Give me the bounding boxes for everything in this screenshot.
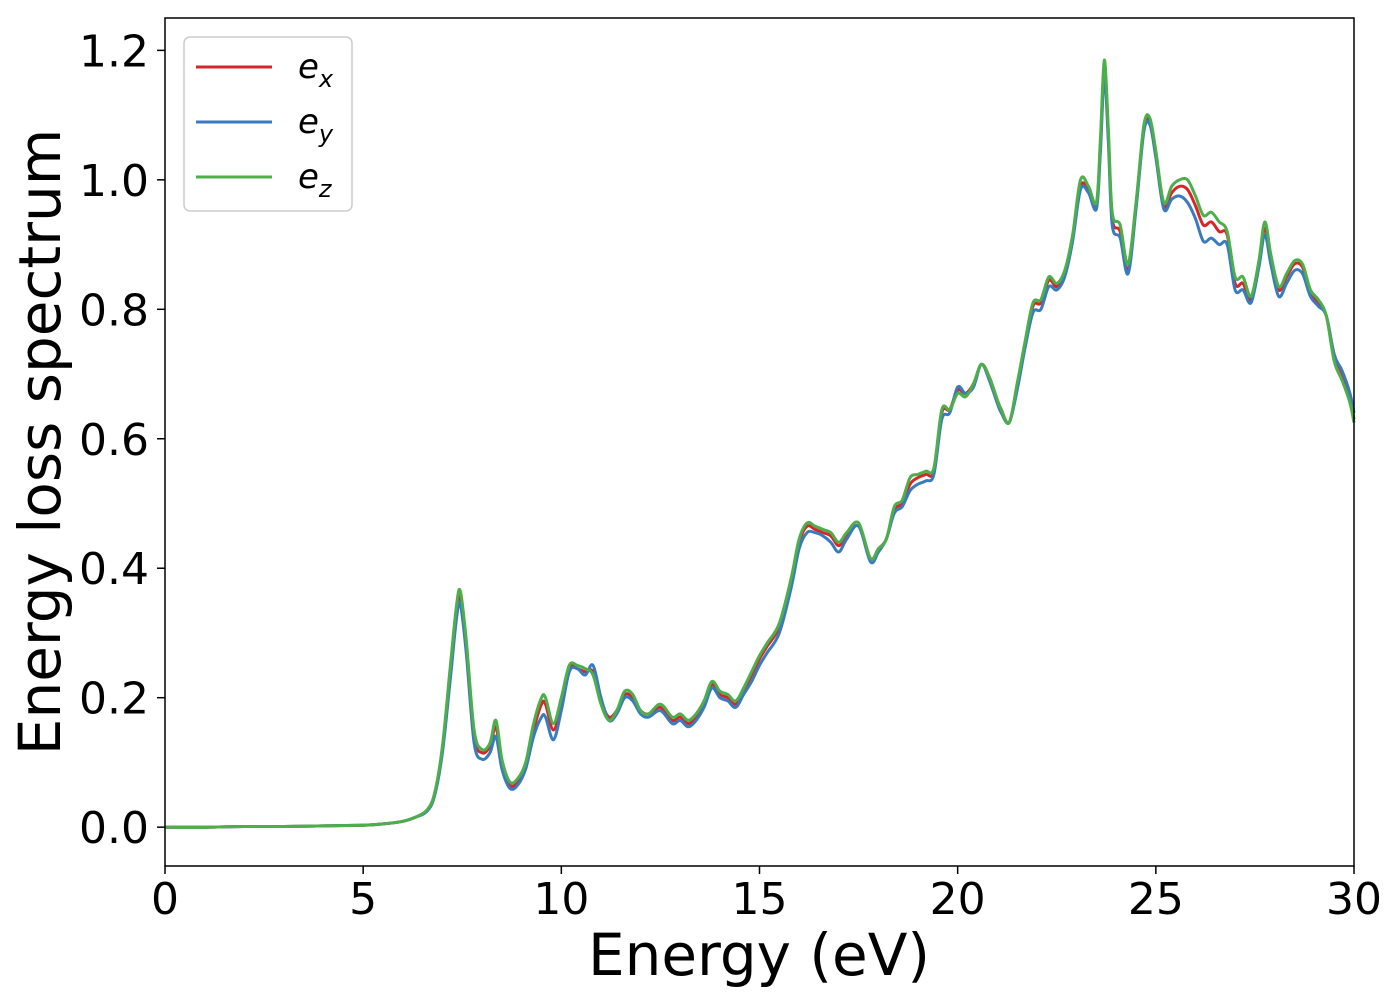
legend-label-ez: ez [298, 157, 333, 203]
x-tick-label: 30 [1326, 874, 1382, 925]
y-tick-label: 0.8 [79, 285, 149, 336]
y-tick-label: 0.2 [79, 674, 149, 725]
plot-lines [164, 58, 1356, 829]
legend: ex ey ez [183, 36, 353, 212]
series-line-ez [164, 58, 1356, 829]
legend-label-ex: ex [298, 47, 334, 93]
x-tick-label: 15 [732, 874, 788, 925]
y-tick-label: 1.0 [79, 156, 149, 207]
x-axis-ticks: 0 5 10 15 20 25 30 [151, 866, 1382, 925]
y-tick-label: 1.2 [79, 26, 149, 77]
y-tick-label: 0.4 [79, 544, 149, 595]
y-tick-label: 0.0 [79, 803, 149, 854]
y-tick-label: 0.6 [79, 415, 149, 466]
x-tick-label: 0 [151, 874, 179, 925]
y-axis-ticks: 0.0 0.2 0.4 0.6 0.8 1.0 1.2 [79, 26, 165, 854]
x-axis-title: Energy (eV) [588, 921, 930, 989]
legend-box [183, 36, 353, 212]
x-tick-label: 10 [533, 874, 589, 925]
y-axis-title: Energy loss spectrum [6, 129, 74, 755]
x-tick-label: 25 [1128, 874, 1184, 925]
x-tick-label: 20 [930, 874, 986, 925]
x-tick-label: 5 [349, 874, 377, 925]
legend-label-ey: ey [298, 102, 334, 148]
